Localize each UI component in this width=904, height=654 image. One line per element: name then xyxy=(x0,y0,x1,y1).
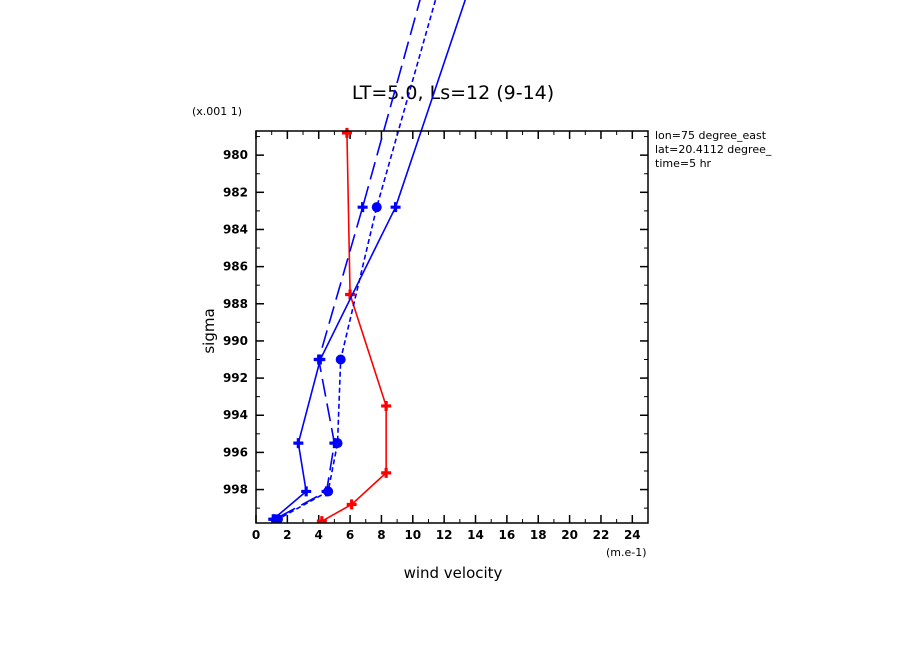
series-line xyxy=(277,0,437,520)
y-tick-label: 994 xyxy=(223,408,248,422)
series-3 xyxy=(272,0,437,523)
data-point xyxy=(272,514,283,523)
data-point xyxy=(371,202,382,213)
x-tick-label: 14 xyxy=(467,528,484,542)
x-tick-label: 4 xyxy=(315,528,323,542)
y-tick-label: 980 xyxy=(223,148,248,162)
data-point xyxy=(332,438,343,449)
chart-title: LT=5.0, Ls=12 (9-14) xyxy=(352,82,554,104)
x-tick-label: 20 xyxy=(561,528,578,542)
axis-ticks: 0 2 4 6 8 10 12 14 16 18 20 22 249809829849869889909… xyxy=(223,131,648,542)
data-point xyxy=(381,400,392,411)
y-tick-label: 990 xyxy=(223,334,248,348)
series-1 xyxy=(268,0,467,523)
y-tick-label: 996 xyxy=(223,445,248,459)
y-tick-label: 988 xyxy=(223,297,248,311)
series-layer xyxy=(268,0,467,523)
data-point xyxy=(357,202,368,213)
x-tick-label: 6 xyxy=(346,528,354,542)
info-lon: lon=75 degree_east xyxy=(655,129,767,142)
data-point xyxy=(316,516,327,523)
data-point xyxy=(293,438,304,449)
data-point xyxy=(313,354,324,365)
series-0 xyxy=(316,127,392,523)
x-tick-label: 10 xyxy=(404,528,421,542)
series-line xyxy=(321,132,387,522)
y-tick-label: 984 xyxy=(223,222,248,236)
data-point xyxy=(390,202,401,213)
plot-frame xyxy=(255,130,649,524)
x-tick-label: 22 xyxy=(593,528,610,542)
series-line xyxy=(274,0,421,520)
series-line xyxy=(272,0,467,520)
data-point xyxy=(381,467,392,478)
x-tick-label: 18 xyxy=(530,528,547,542)
y-tick-label: 982 xyxy=(223,185,248,199)
data-point xyxy=(341,127,352,138)
x-tick-label: 12 xyxy=(436,528,453,542)
x-tick-label: 0 xyxy=(252,528,260,542)
x-axis-title: wind velocity xyxy=(404,564,503,582)
data-point xyxy=(335,354,346,365)
y-unit-label: (x.001 1) xyxy=(192,105,242,118)
info-block: lon=75 degree_east lat=20.4112 degree_ t… xyxy=(655,129,772,170)
x-unit-label: (m.e-1) xyxy=(606,546,647,559)
x-tick-label: 24 xyxy=(624,528,641,542)
info-lat: lat=20.4112 degree_ xyxy=(655,143,772,156)
y-tick-label: 998 xyxy=(223,483,248,497)
data-point xyxy=(301,486,312,497)
info-time: time=5 hr xyxy=(655,157,712,170)
y-tick-label: 986 xyxy=(223,260,248,274)
y-tick-label: 992 xyxy=(223,371,248,385)
y-axis-title: sigma xyxy=(200,308,218,353)
data-point xyxy=(346,499,357,510)
x-tick-label: 16 xyxy=(499,528,516,542)
x-tick-label: 2 xyxy=(283,528,291,542)
x-tick-label: 8 xyxy=(377,528,385,542)
data-point xyxy=(323,486,334,497)
